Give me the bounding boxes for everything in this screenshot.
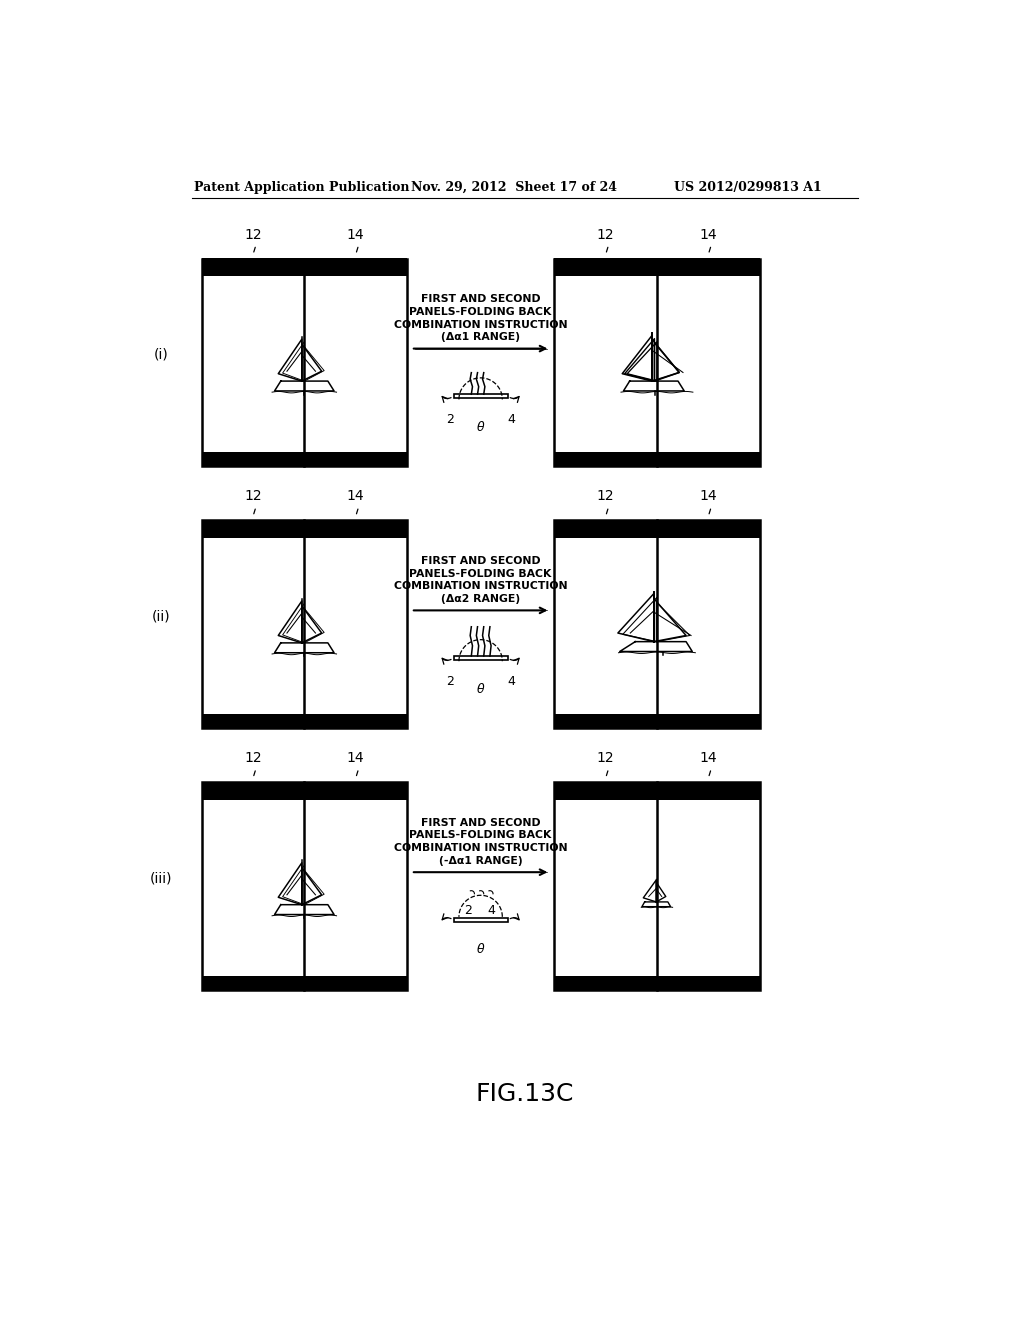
Bar [554, 714, 760, 729]
Text: 14: 14 [347, 227, 365, 242]
Text: 12: 12 [597, 490, 614, 503]
Text: 2: 2 [445, 413, 454, 426]
Text: (i): (i) [154, 347, 169, 362]
Text: (iii): (iii) [151, 871, 173, 886]
Bar [202, 975, 407, 990]
Text: US 2012/0299813 A1: US 2012/0299813 A1 [675, 181, 822, 194]
Bar [554, 259, 760, 276]
Text: θ: θ [477, 682, 484, 696]
Text: 12: 12 [244, 751, 262, 766]
Text: 14: 14 [699, 227, 717, 242]
Text: (ii): (ii) [152, 610, 171, 623]
Bar [202, 259, 407, 276]
Text: 12: 12 [244, 490, 262, 503]
Text: FIRST AND SECOND
PANELS-FOLDING BACK
COMBINATION INSTRUCTION
(Δα2 RANGE): FIRST AND SECOND PANELS-FOLDING BACK COM… [394, 556, 567, 605]
Bar [554, 453, 760, 466]
Text: FIRST AND SECOND
PANELS-FOLDING BACK
COMBINATION INSTRUCTION
(Δα1 RANGE): FIRST AND SECOND PANELS-FOLDING BACK COM… [394, 294, 567, 342]
Bar [554, 259, 760, 466]
Text: 12: 12 [597, 227, 614, 242]
Text: 14: 14 [347, 490, 365, 503]
Text: 4: 4 [508, 675, 515, 688]
Text: θ: θ [477, 421, 484, 434]
Bar [202, 781, 407, 800]
Bar [554, 520, 760, 539]
Text: 14: 14 [699, 490, 717, 503]
Text: 2: 2 [464, 904, 472, 917]
Text: Patent Application Publication: Patent Application Publication [194, 181, 410, 194]
Text: 14: 14 [347, 751, 365, 766]
Text: 4: 4 [487, 904, 496, 917]
Bar [202, 714, 407, 729]
Bar [454, 917, 508, 923]
Bar [202, 453, 407, 466]
Bar [202, 259, 407, 466]
Bar [454, 395, 508, 399]
Bar [202, 520, 407, 539]
Bar [554, 781, 760, 800]
Bar [554, 781, 760, 990]
Text: θ: θ [477, 942, 484, 956]
Text: 4: 4 [508, 413, 515, 426]
Text: 12: 12 [597, 751, 614, 766]
Text: Nov. 29, 2012  Sheet 17 of 24: Nov. 29, 2012 Sheet 17 of 24 [411, 181, 616, 194]
Bar [554, 975, 760, 990]
Bar [554, 520, 760, 729]
Bar [454, 656, 508, 660]
Text: 2: 2 [445, 675, 454, 688]
Text: 12: 12 [244, 227, 262, 242]
Text: FIRST AND SECOND
PANELS-FOLDING BACK
COMBINATION INSTRUCTION
(-Δα1 RANGE): FIRST AND SECOND PANELS-FOLDING BACK COM… [394, 817, 567, 866]
Bar [202, 781, 407, 990]
Text: FIG.13C: FIG.13C [475, 1082, 574, 1106]
Text: 14: 14 [699, 751, 717, 766]
Bar [202, 520, 407, 729]
